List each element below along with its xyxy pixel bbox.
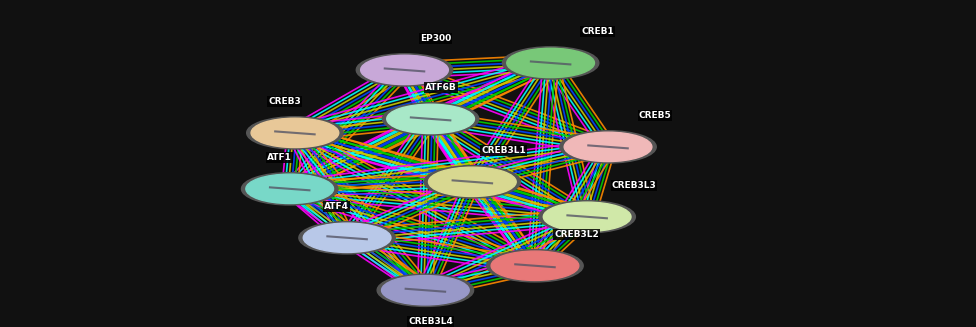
Circle shape <box>487 250 584 282</box>
Text: CREB3: CREB3 <box>268 97 301 106</box>
Text: CREB1: CREB1 <box>582 27 614 36</box>
Circle shape <box>377 274 473 306</box>
Text: CREB3L2: CREB3L2 <box>554 230 599 239</box>
Circle shape <box>304 223 391 252</box>
Circle shape <box>544 202 631 232</box>
Circle shape <box>361 55 448 85</box>
Circle shape <box>382 276 469 305</box>
Circle shape <box>425 166 520 198</box>
Circle shape <box>503 47 599 79</box>
Text: ATF1: ATF1 <box>266 153 292 162</box>
Text: CREB3L1: CREB3L1 <box>481 146 526 155</box>
Text: ATF6B: ATF6B <box>426 83 457 92</box>
Circle shape <box>491 251 579 281</box>
Circle shape <box>560 131 656 163</box>
Text: CREB3L3: CREB3L3 <box>612 181 657 190</box>
Circle shape <box>539 201 635 233</box>
Circle shape <box>246 174 334 203</box>
Circle shape <box>428 167 516 197</box>
Circle shape <box>251 118 339 147</box>
Circle shape <box>247 117 344 149</box>
Text: CREB5: CREB5 <box>638 111 671 120</box>
Text: ATF4: ATF4 <box>324 202 349 211</box>
Circle shape <box>386 104 474 134</box>
Circle shape <box>356 54 453 86</box>
Circle shape <box>299 222 395 254</box>
Text: CREB3L4: CREB3L4 <box>408 317 453 326</box>
Text: EP300: EP300 <box>421 34 452 43</box>
Circle shape <box>564 132 652 162</box>
Circle shape <box>241 173 338 205</box>
Circle shape <box>507 48 594 77</box>
Circle shape <box>383 103 479 135</box>
